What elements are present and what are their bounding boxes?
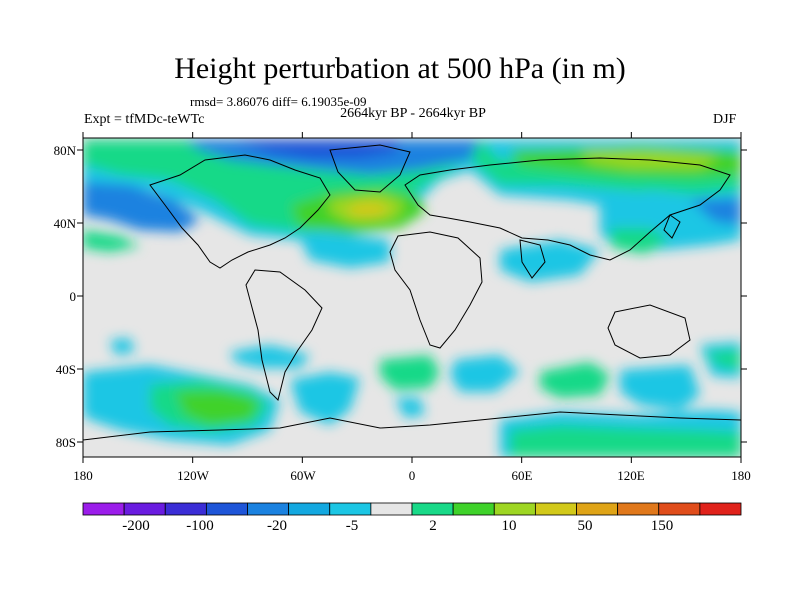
lon-label: 180 xyxy=(73,468,93,483)
colorbar-label: 2 xyxy=(429,518,437,534)
lat-label: 40N xyxy=(53,216,76,231)
contour-region xyxy=(110,338,135,355)
contour-region xyxy=(705,350,741,370)
contour-region xyxy=(230,140,400,158)
lat-label: 80N xyxy=(53,143,76,158)
lat-label: 40S xyxy=(55,362,76,377)
colorbar-label: 150 xyxy=(650,518,674,534)
contour-region xyxy=(395,398,425,418)
coast-antarctica xyxy=(83,411,741,441)
colorbar-swatch xyxy=(370,502,413,516)
axis-ticks xyxy=(77,132,747,463)
coast-india xyxy=(519,239,546,279)
lat-label: 80S xyxy=(55,435,76,450)
contour-region xyxy=(83,182,200,232)
colorbar-swatch xyxy=(617,502,660,516)
coast-europe-asia xyxy=(404,157,731,261)
contour-region xyxy=(83,230,140,252)
coast-north-america xyxy=(149,154,331,269)
coast-south-america xyxy=(245,269,323,401)
colorbar-swatch xyxy=(247,502,290,516)
lon-label: 120E xyxy=(617,468,645,483)
colorbar-swatch xyxy=(493,502,536,516)
colorbar-swatch xyxy=(329,502,372,516)
season-label: DJF xyxy=(713,112,737,127)
colorbar-swatch xyxy=(576,502,619,516)
colorbar xyxy=(82,502,742,516)
contour-region xyxy=(510,425,741,457)
contour-region xyxy=(290,372,360,425)
colorbar-label: -100 xyxy=(186,518,214,534)
lon-label: 120W xyxy=(177,468,209,483)
coast-australia xyxy=(607,304,691,359)
experiment-label: Expt = tfMDc-teWTc xyxy=(84,112,205,127)
contour-fields xyxy=(83,140,741,457)
colorbar-swatch xyxy=(452,502,495,516)
colorbar-swatch xyxy=(205,502,248,516)
contour-region xyxy=(450,355,520,392)
lon-label: 60W xyxy=(290,468,316,483)
coast-greenland xyxy=(329,144,411,193)
period-label: 2664kyr BP - 2664kyr BP xyxy=(340,106,486,121)
coastlines xyxy=(83,144,741,441)
coast-africa xyxy=(389,231,483,349)
colorbar-swatch xyxy=(164,502,207,516)
colorbar-swatch xyxy=(82,502,125,516)
contour-region xyxy=(620,365,700,410)
contour-region xyxy=(540,362,610,398)
contour-region xyxy=(500,240,600,282)
contour-region xyxy=(380,355,440,390)
lon-label: 180 xyxy=(731,468,751,483)
colorbar-swatch xyxy=(534,502,577,516)
plot-title: Height perturbation at 500 hPa (in m) xyxy=(174,52,626,85)
colorbar-swatch xyxy=(658,502,701,516)
contour-region xyxy=(230,345,310,368)
lon-label: 60E xyxy=(511,468,533,483)
colorbar-label: -20 xyxy=(267,518,287,534)
colorbar-label: 10 xyxy=(501,518,517,534)
colorbar-swatch xyxy=(123,502,166,516)
contour-region xyxy=(300,235,390,268)
lon-label: 0 xyxy=(408,468,416,483)
stats-line: rmsd= 3.86076 diff= 6.19035e-09 xyxy=(190,94,367,109)
colorbar-label: -200 xyxy=(122,518,150,534)
contour-region xyxy=(348,202,388,218)
colorbar-label: -5 xyxy=(345,518,359,534)
colorbar-swatch xyxy=(411,502,454,516)
lat-label: 0 xyxy=(69,289,77,304)
colorbar-swatch xyxy=(699,502,742,516)
colorbar-swatch xyxy=(288,502,331,516)
colorbar-label: 50 xyxy=(577,518,593,534)
coast-japan xyxy=(663,214,681,239)
contour-region xyxy=(690,198,741,225)
contour-region xyxy=(175,390,260,425)
